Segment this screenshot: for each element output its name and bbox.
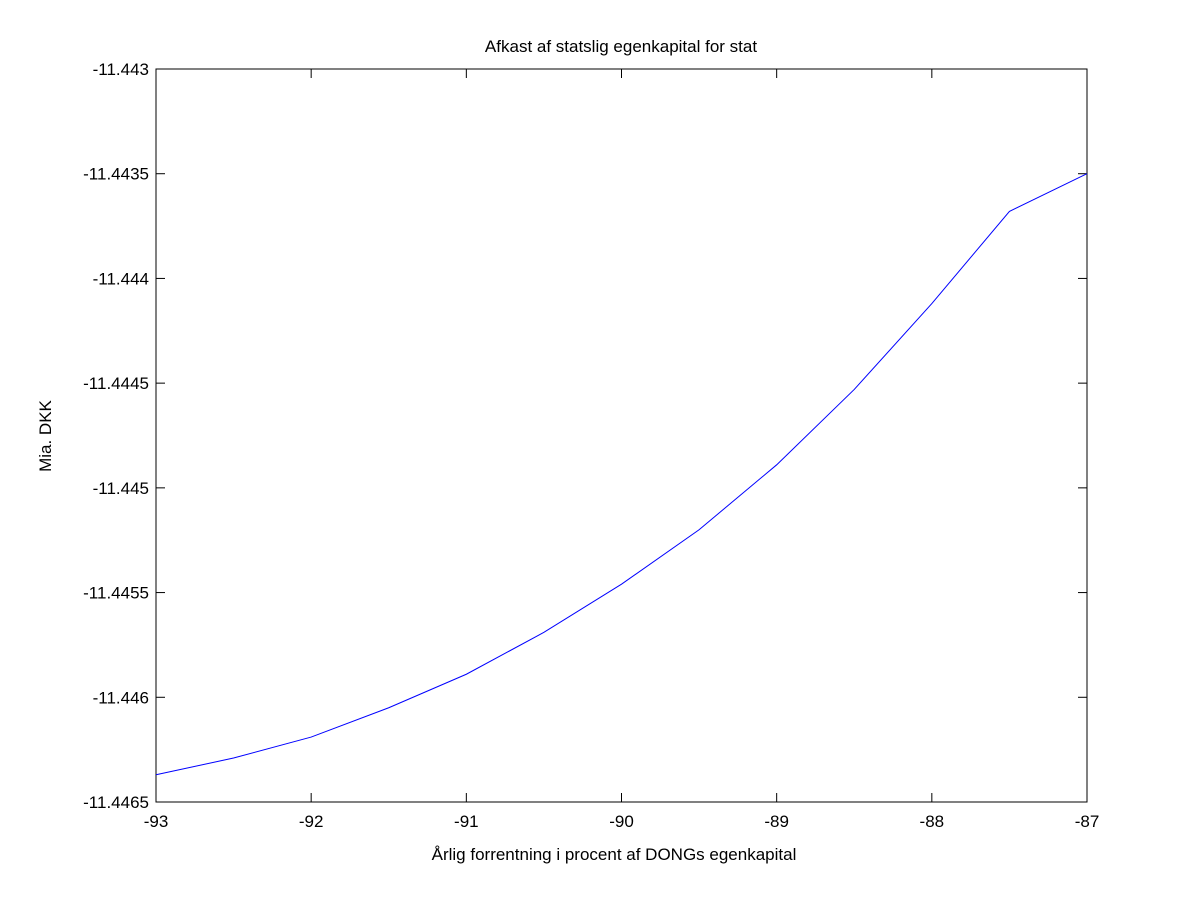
chart-title: Afkast af statslig egenkapital for stat [485,37,757,56]
x-tick-label: -91 [454,812,479,831]
x-tick-label: -90 [609,812,634,831]
x-tick-label: -88 [920,812,945,831]
y-tick-label: -11.4435 [83,165,149,184]
x-tick-label: -93 [144,812,169,831]
series-line [155,173,1088,776]
x-axis-title: Årlig forrentning i procent af DONGs ege… [432,845,797,864]
x-tick-label: -92 [299,812,324,831]
x-tick-label: -87 [1075,812,1100,831]
y-tick-label: -11.444 [93,269,149,288]
x-tick-label: -89 [764,812,789,831]
y-axis-title: Mia. DKK [36,399,55,471]
y-tick-label: -11.446 [93,688,149,707]
y-tick-label: -11.4465 [83,793,149,812]
y-tick-label: -11.4445 [83,374,149,393]
y-tick-label: -11.443 [93,60,149,79]
y-tick-label: -11.4455 [83,584,149,603]
plot-area: -93 -92 -91 -90 -89 -88 -87 -11.4465 -11.446 -11.… [83,60,1099,831]
y-tick-label: -11.445 [93,479,149,498]
